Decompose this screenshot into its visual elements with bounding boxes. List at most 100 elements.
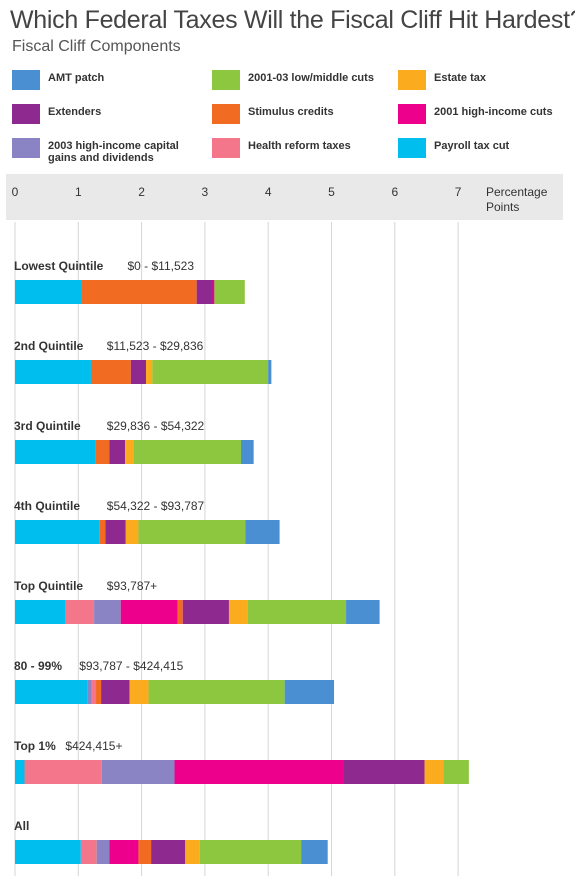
bar-segment [94,600,121,624]
bar-segment [90,360,131,384]
category-range: $11,523 - $29,836 [107,339,204,353]
legend-swatch [212,104,240,124]
bar-segment [96,840,110,864]
bar-segment [15,440,96,464]
bar-segment [146,360,153,384]
bar-segment [214,280,245,304]
bar-segment [15,280,82,304]
bar-segment [96,680,102,704]
legend-label: Stimulus credits [248,106,334,118]
bar-segment [80,840,97,864]
bar-segment [212,280,215,304]
chart-subtitle: Fiscal Cliff Components [12,38,181,55]
legend-swatch [212,70,240,90]
legend-swatch [12,138,40,158]
category-range: $29,836 - $54,322 [107,419,205,433]
legend-label: Extenders [48,106,102,118]
legend-label: 2001 high-income cuts [434,106,553,118]
bar-segment [148,680,285,704]
bar-segment [301,840,328,864]
bar-segment [247,600,347,624]
bar-segment [343,760,425,784]
bar-segment [15,360,91,384]
category-label: All [14,819,29,833]
bar-segment [228,600,248,624]
bar-segment [87,680,92,704]
bar-segment [138,520,246,544]
bar-segment [151,840,186,864]
bar-segment [138,840,152,864]
bar-segment [125,440,135,464]
bar-segment [15,760,25,784]
category-range: $424,415+ [65,739,122,753]
legend-swatch [398,70,426,90]
category-label: Top 1% [14,739,56,753]
axis-band [6,174,563,220]
bar-segment [424,760,444,784]
category-label: Lowest Quintile [14,259,104,273]
bar-segment [101,680,130,704]
bar-segment [95,440,110,464]
bar-segment [185,840,200,864]
category-label: 4th Quintile [14,499,80,513]
bar-segment [177,600,183,624]
bar-segment [174,760,344,784]
x-tick-label: 2 [138,185,145,199]
legend-swatch [212,138,240,158]
x-tick-label: 3 [202,185,209,199]
bar-segment [240,440,254,464]
category-label: 2nd Quintile [14,339,84,353]
bar-segment [24,760,102,784]
category-label: Top Quintile [14,579,83,593]
bar-segment [134,440,241,464]
category-label: 3rd Quintile [14,419,81,433]
bar-segment [196,280,213,304]
bar-segment [284,680,335,704]
bar-segment [15,680,88,704]
legend-swatch [12,104,40,124]
chart-title: Which Federal Taxes Will the Fiscal Clif… [10,6,575,34]
bar-segment [101,760,175,784]
bar-segment [15,600,66,624]
bar-segment [245,520,280,544]
legend-label: AMT patch [48,72,105,84]
bar-segment [199,840,302,864]
bar-segment [346,600,380,624]
legend: AMT patch Extenders 2003 high-income capit… [12,68,572,168]
bar-segment [129,680,149,704]
bar-segment [109,840,139,864]
bar-segment [91,680,97,704]
bar-segment [130,360,147,384]
bar-segment [15,840,81,864]
bar-segment [152,360,269,384]
bar-segment [81,280,197,304]
category-label: 80 - 99% [14,659,62,673]
category-range: $93,787+ [107,579,157,593]
x-tick-label: 0 [12,185,19,199]
bar-segment [443,760,469,784]
bar-segment [15,520,100,544]
legend-label: 2001-03 low/middle cuts [248,72,374,84]
bar-segment [105,520,126,544]
bar-segment [65,600,95,624]
legend-label: Estate tax [434,72,486,84]
bar-segment [99,520,106,544]
category-range: $54,322 - $93,787 [107,499,205,513]
category-range: $93,787 - $424,415 [79,659,183,673]
x-tick-label: 6 [391,185,398,199]
legend-label: 2003 high-income capital gains and divid… [48,140,179,164]
bar-segment [120,600,178,624]
x-axis-label: Percentage Points [486,185,548,214]
legend-swatch [398,104,426,124]
legend-label: Health reform taxes [248,140,351,152]
x-tick-label: 1 [75,185,82,199]
bar-segment [125,520,139,544]
legend-label: Payroll tax cut [434,140,510,152]
legend-swatch [12,70,40,90]
bar-segment [182,600,229,624]
bar-segment [268,360,272,384]
category-range: $0 - $11,523 [128,259,195,273]
x-tick-label: 5 [328,185,335,199]
bar-segment [109,440,126,464]
